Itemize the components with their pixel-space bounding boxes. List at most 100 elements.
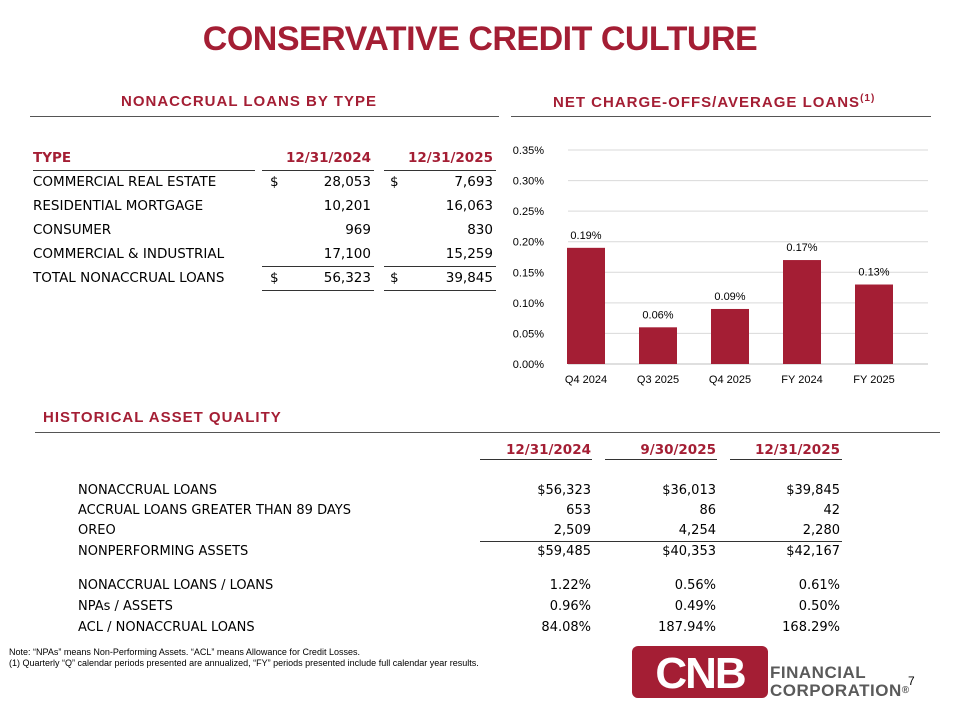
value-2024: 10,201 [323, 198, 371, 214]
footnote-note: Note: “NPAs” means Non-Performing Assets… [9, 647, 360, 657]
x-tick-label: Q4 2025 [709, 374, 751, 386]
header-underline [33, 170, 255, 171]
value-q3-2025: 4,254 [678, 523, 716, 538]
bar [783, 260, 821, 364]
logo-mark-text: CNB [655, 649, 745, 698]
footnote-1: (1) Quarterly “Q” calendar periods prese… [9, 658, 479, 668]
value-2025: 2,280 [802, 523, 840, 538]
chart-section-title: NET CHARGE-OFFS/AVERAGE LOANS(1) [553, 93, 875, 111]
table-row: RESIDENTIAL MORTGAGE 10,201 16,063 [33, 194, 499, 218]
value-2025: $39,845 [786, 483, 840, 498]
value-2024: 0.96% [549, 599, 591, 614]
row-type: COMMERCIAL & INDUSTRIAL [33, 246, 225, 262]
data-label: 0.09% [714, 291, 745, 303]
cnb-logo: CNB [632, 642, 892, 702]
currency-symbol: $ [390, 270, 399, 286]
header-date-q3-2025: 9/30/2025 [640, 442, 716, 458]
header-underline [730, 459, 842, 460]
page-title: CONSERVATIVE CREDIT CULTURE [202, 20, 758, 58]
value-q3-2025: 86 [699, 503, 716, 518]
logo-line2: CORPORATION® [770, 682, 910, 700]
header-underline [384, 170, 496, 171]
value-2025: 0.50% [798, 599, 840, 614]
value-2025: 0.61% [798, 578, 840, 593]
row-label: ACL / NONACCRUAL LOANS [78, 620, 255, 635]
y-tick-label: 0.10% [513, 298, 544, 310]
y-tick-label: 0.05% [513, 328, 544, 340]
subtotal-line [384, 266, 496, 267]
value-2024: 56,323 [323, 270, 371, 286]
nonaccrual-header-row: TYPE 12/31/2024 12/31/2025 [33, 146, 499, 170]
y-tick-label: 0.20% [513, 237, 544, 249]
logo-line1: FINANCIAL [770, 663, 867, 682]
subtotal-line [480, 541, 842, 542]
y-tick-label: 0.00% [513, 359, 544, 371]
table-row: COMMERCIAL REAL ESTATE $ 28,053 $ 7,693 [33, 170, 499, 194]
y-tick-label: 0.35% [513, 145, 544, 157]
chart-title-text: NET CHARGE-OFFS/AVERAGE LOANS [553, 94, 861, 111]
value-2024: 969 [345, 222, 371, 238]
header-underline [262, 170, 374, 171]
value-2025: 15,259 [445, 246, 493, 262]
footnotes: Note: “NPAs” means Non-Performing Assets… [9, 647, 479, 669]
logo-line2-text: CORPORATION [770, 681, 902, 700]
value-2024: 2,509 [553, 523, 591, 538]
bar [711, 308, 749, 364]
currency-symbol: $ [390, 174, 399, 190]
x-tick-label: Q3 2025 [637, 374, 679, 386]
header-date-2025: 12/31/2025 [407, 150, 493, 166]
header-underline [605, 459, 717, 460]
header-underline [480, 459, 592, 460]
value-2024: 1.22% [549, 578, 591, 593]
bar [567, 247, 605, 364]
historical-section-title: HISTORICAL ASSET QUALITY [43, 409, 282, 426]
currency-symbol: $ [270, 174, 279, 190]
value-q3-2025: 0.49% [674, 599, 716, 614]
header-date-2024: 12/31/2024 [505, 442, 591, 458]
value-q3-2025: 0.56% [674, 578, 716, 593]
row-type: CONSUMER [33, 222, 112, 238]
nonaccrual-table: TYPE 12/31/2024 12/31/2025 COMMERCIAL RE… [33, 146, 499, 290]
row-type: COMMERCIAL REAL ESTATE [33, 174, 217, 190]
x-tick-label: FY 2024 [781, 374, 822, 386]
data-label: 0.19% [570, 230, 601, 242]
page-number: 7 [908, 674, 915, 688]
chart-section-rule [511, 116, 931, 117]
data-label: 0.17% [786, 242, 817, 254]
value-2024: 653 [566, 503, 591, 518]
y-tick-label: 0.15% [513, 267, 544, 279]
header-date-2025: 12/31/2025 [754, 442, 840, 458]
nonaccrual-section-title: NONACCRUAL LOANS BY TYPE [121, 93, 377, 110]
value-2024: $59,485 [537, 544, 591, 559]
row-label: NPAs / ASSETS [78, 599, 173, 614]
row-label: NONACCRUAL LOANS [78, 483, 217, 498]
value-q3-2025: 187.94% [658, 620, 716, 635]
total-line [384, 290, 496, 291]
currency-symbol: $ [270, 270, 279, 286]
row-label: ACCRUAL LOANS GREATER THAN 89 DAYS [78, 503, 351, 518]
subtotal-line [262, 266, 374, 267]
value-q3-2025: $36,013 [662, 483, 716, 498]
table-total-row: TOTAL NONACCRUAL LOANS $ 56,323 $ 39,845 [33, 266, 499, 290]
total-line [262, 290, 374, 291]
row-label: NONACCRUAL LOANS / LOANS [78, 578, 274, 593]
x-tick-label: Q4 2024 [565, 374, 607, 386]
net-charge-offs-chart: 0.19% 0.06% 0.09% 0.17% 0.13% 0.00% 0.05% 0.10… [513, 145, 928, 386]
bar [639, 327, 677, 364]
row-type: TOTAL NONACCRUAL LOANS [33, 270, 225, 286]
value-2024: 17,100 [323, 246, 371, 262]
value-q3-2025: $40,353 [662, 544, 716, 559]
bar [855, 284, 893, 364]
registered-mark: ® [901, 685, 910, 696]
value-2025: 39,845 [445, 270, 493, 286]
table-row: COMMERCIAL & INDUSTRIAL 17,100 15,259 [33, 242, 499, 266]
value-2024: $56,323 [537, 483, 591, 498]
value-2025: $42,167 [786, 544, 840, 559]
value-2025: 16,063 [445, 198, 493, 214]
cnb-logo-mark: CNB [632, 646, 768, 698]
data-label: 0.13% [858, 267, 889, 279]
value-2024: 84.08% [541, 620, 591, 635]
y-tick-label: 0.25% [513, 206, 544, 218]
row-label: NONPERFORMING ASSETS [78, 544, 249, 559]
